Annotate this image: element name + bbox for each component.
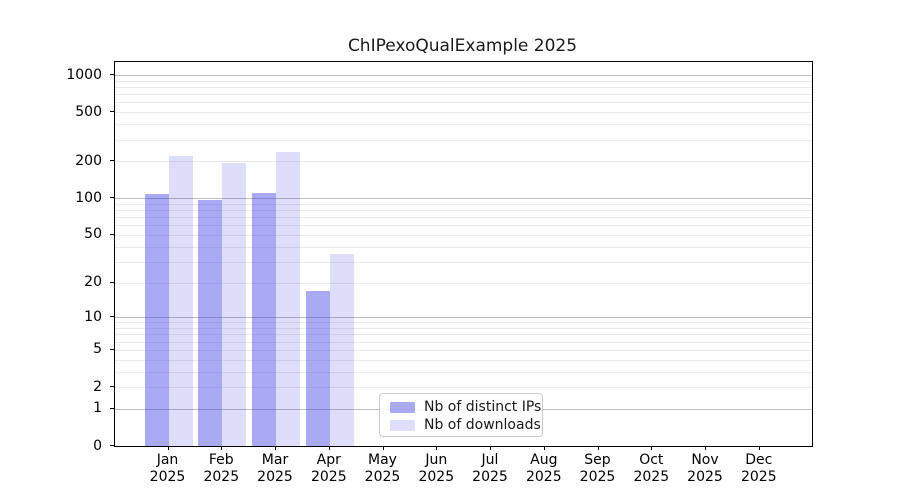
bar-distinct-ips xyxy=(252,193,276,446)
gridline-major xyxy=(115,198,812,200)
plot-area xyxy=(114,61,813,447)
y-tick-mark xyxy=(110,111,114,113)
x-tick-label: Jul 2025 xyxy=(472,452,508,485)
x-axis: Jan 2025 Feb 2025 Mar 2025 Apr 2025 May 2025… xyxy=(114,446,811,496)
y-tick-label: 20 xyxy=(84,274,102,290)
y-tick-mark xyxy=(110,281,114,283)
y-tick-label: 50 xyxy=(84,226,102,243)
y-tick-label: 10 xyxy=(84,308,102,325)
x-tick-mark xyxy=(543,446,545,450)
gridline-minor xyxy=(115,102,812,104)
x-tick-label: Jan 2025 xyxy=(149,452,186,485)
x-tick-label: Jun 2025 xyxy=(418,452,455,485)
x-tick-label: Aug 2025 xyxy=(525,452,562,485)
y-tick-label: 2 xyxy=(93,378,102,395)
legend-label: Nb of downloads xyxy=(424,417,541,433)
x-tick-label: May 2025 xyxy=(364,452,401,485)
bar-distinct-ips xyxy=(144,194,169,446)
y-tick-label: 1 xyxy=(93,400,102,417)
gridline-minor xyxy=(115,234,812,236)
y-tick-label: 100 xyxy=(75,189,102,206)
x-tick-mark xyxy=(221,446,223,450)
x-tick-mark xyxy=(490,446,491,450)
x-tick-label: Nov 2025 xyxy=(687,452,723,485)
y-axis: 0 1 2 5 10 20 50 100 200 500 1000 xyxy=(0,61,114,454)
gridline-minor xyxy=(115,112,812,114)
gridline-minor xyxy=(115,124,812,126)
x-tick-mark xyxy=(705,446,706,450)
y-tick-mark xyxy=(110,160,114,162)
y-tick-label: 500 xyxy=(75,103,102,120)
y-tick-mark xyxy=(110,74,114,75)
y-tick-mark xyxy=(110,233,114,235)
x-tick-mark xyxy=(651,446,653,450)
gridline-minor xyxy=(115,217,812,219)
chart-title: ChIPexoQualExample 2025 xyxy=(347,36,578,56)
x-tick-mark xyxy=(597,446,599,450)
x-tick-mark xyxy=(328,446,330,450)
gridline-minor xyxy=(115,210,812,211)
gridline-minor xyxy=(115,203,812,205)
gridline-minor xyxy=(115,246,812,248)
gridline-minor xyxy=(115,371,812,373)
y-tick-label: 5 xyxy=(93,341,102,358)
gridline-minor xyxy=(115,282,812,284)
x-tick-mark xyxy=(382,446,384,450)
legend-item: Nb of downloads xyxy=(390,416,542,434)
y-tick-mark xyxy=(110,316,114,318)
y-tick-mark xyxy=(110,407,114,409)
y-tick-label: 200 xyxy=(75,152,102,169)
gridline-minor xyxy=(115,161,812,163)
x-tick-mark xyxy=(758,446,760,450)
bar-downloads xyxy=(222,162,247,446)
bar-downloads xyxy=(329,253,354,446)
gridline-major xyxy=(115,75,812,76)
y-tick-mark xyxy=(110,445,114,446)
y-tick-label: 1000 xyxy=(66,66,102,83)
gridline-minor xyxy=(115,94,812,96)
gridline-minor xyxy=(115,359,812,361)
x-tick-label: Sep 2025 xyxy=(579,452,616,485)
legend-swatch xyxy=(390,401,415,413)
gridline-minor xyxy=(115,139,812,141)
y-tick-mark xyxy=(110,386,114,387)
legend-item: Nb of distinct IPs xyxy=(390,398,542,416)
gridline-minor xyxy=(115,261,812,263)
gridline-minor xyxy=(115,328,812,329)
gridline-minor xyxy=(115,341,812,343)
gridline-minor xyxy=(115,387,812,388)
y-tick-mark xyxy=(110,197,114,199)
legend-swatch xyxy=(390,419,415,431)
x-tick-label: Mar 2025 xyxy=(257,452,293,485)
gridline-minor xyxy=(115,334,812,336)
gridline-minor xyxy=(115,225,812,227)
bar-downloads xyxy=(276,152,300,446)
bar-distinct-ips xyxy=(198,199,223,446)
x-tick-mark xyxy=(167,446,169,450)
x-tick-mark xyxy=(436,446,438,450)
x-tick-label: Oct 2025 xyxy=(633,452,670,485)
y-tick-label: 0 xyxy=(93,437,102,454)
x-tick-label: Apr 2025 xyxy=(310,452,347,485)
bar-downloads xyxy=(168,155,193,446)
legend-label: Nb of distinct IPs xyxy=(424,399,542,415)
gridline-minor xyxy=(115,349,812,351)
gridline-minor xyxy=(115,80,812,82)
bar-distinct-ips xyxy=(305,290,330,446)
legend: Nb of distinct IPs Nb of downloads xyxy=(379,393,543,437)
gridline-major xyxy=(115,317,812,319)
x-tick-mark xyxy=(275,446,276,450)
x-tick-label: Feb 2025 xyxy=(203,452,240,485)
y-tick-mark xyxy=(110,348,114,350)
x-tick-label: Dec 2025 xyxy=(740,452,777,485)
gridline-minor xyxy=(115,87,812,88)
gridline-minor xyxy=(115,322,812,324)
